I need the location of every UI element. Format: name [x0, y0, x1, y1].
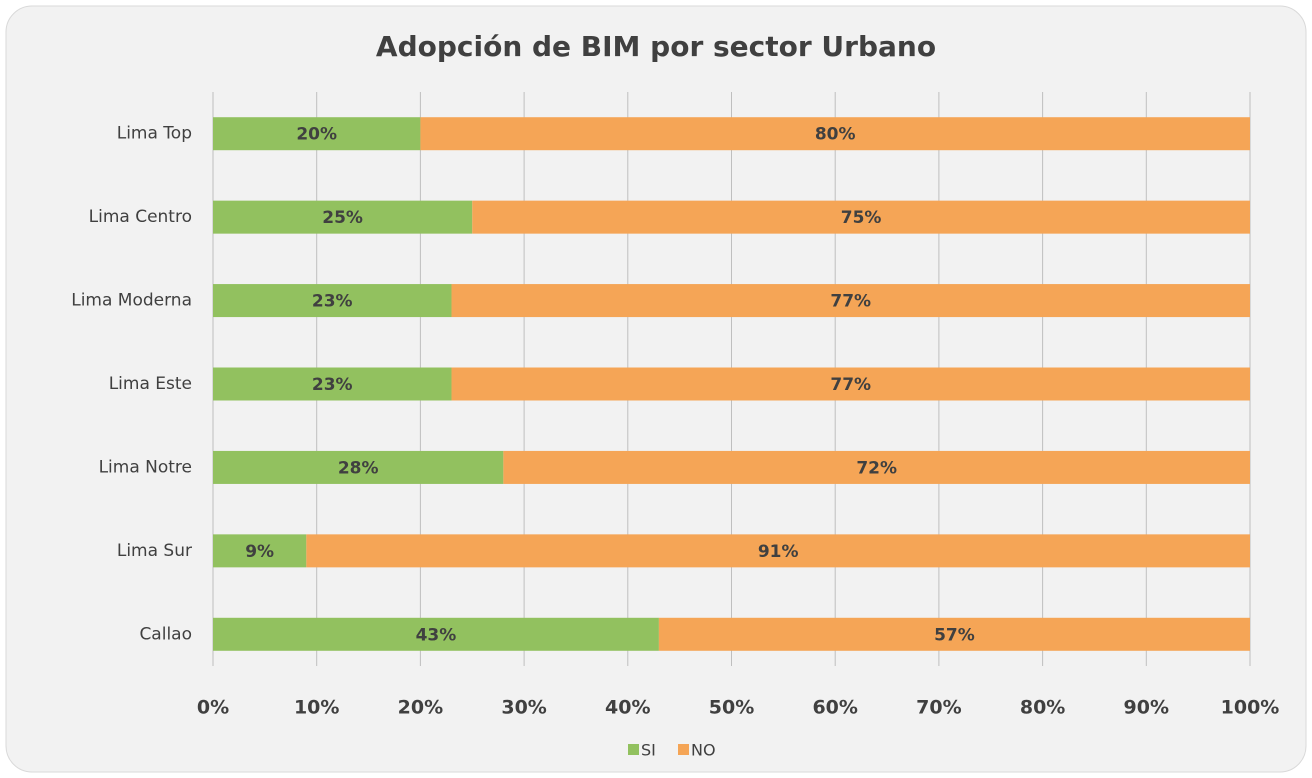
data-label: 28% [338, 458, 379, 478]
bar-segment [213, 367, 452, 401]
x-tick-label: 90% [1124, 697, 1169, 719]
bar-segment [213, 617, 659, 651]
x-tick-label: 0% [197, 697, 229, 719]
y-tick-label: Lima Centro [89, 207, 192, 227]
data-label: 43% [416, 625, 457, 645]
y-tick-label: Lima Notre [99, 457, 192, 477]
legend-label: NO [691, 741, 716, 760]
y-tick-label: Callao [139, 624, 192, 644]
data-label: 9% [245, 542, 274, 562]
x-tick-label: 10% [294, 697, 339, 719]
bar-segment [213, 450, 504, 484]
data-label: 91% [758, 542, 799, 562]
bar-segment [306, 534, 1251, 568]
x-tick-label: 60% [812, 697, 857, 719]
x-tick-label: 80% [1020, 697, 1065, 719]
legend-label: SI [641, 741, 656, 760]
bar-segment [213, 284, 452, 318]
data-label: 20% [296, 125, 337, 145]
data-label: 57% [934, 625, 975, 645]
y-tick-label: Lima Top [117, 124, 192, 144]
y-tick-label: Lima Este [109, 374, 192, 394]
chart-title: Adopción de BIM por sector Urbano [376, 30, 936, 63]
y-tick-label: Lima Moderna [71, 291, 192, 311]
bar-segment [213, 117, 421, 151]
x-tick-label: 50% [709, 697, 754, 719]
bar-segment [658, 617, 1250, 651]
data-label: 77% [830, 292, 871, 312]
data-label: 23% [312, 375, 353, 395]
data-label: 25% [322, 208, 363, 228]
bar-segment [451, 284, 1250, 318]
x-tick-label: 40% [605, 697, 650, 719]
data-label: 80% [815, 125, 856, 145]
x-tick-label: 100% [1221, 697, 1280, 719]
x-tick-label: 30% [501, 697, 546, 719]
bar-segment [503, 450, 1250, 484]
bar-segment [213, 200, 473, 234]
data-label: 75% [841, 208, 882, 228]
bar-segment [213, 534, 307, 568]
x-tick-label: 70% [916, 697, 961, 719]
bar-segment [420, 117, 1250, 151]
legend-swatch [678, 744, 689, 755]
data-label: 77% [830, 375, 871, 395]
data-label: 72% [856, 458, 897, 478]
bar-segment [451, 367, 1250, 401]
y-tick-label: Lima Sur [117, 541, 192, 561]
data-label: 23% [312, 292, 353, 312]
legend-swatch [628, 744, 639, 755]
bar-segment [472, 200, 1250, 234]
x-tick-label: 20% [398, 697, 443, 719]
